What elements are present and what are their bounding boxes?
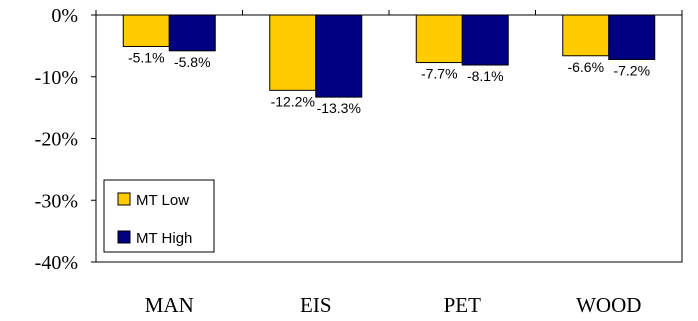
bar-mt-low bbox=[415, 14, 463, 64]
x-tick-label: PET bbox=[444, 293, 482, 317]
data-label: -7.2% bbox=[613, 62, 650, 78]
data-label: -7.7% bbox=[421, 66, 458, 82]
data-label: -8.1% bbox=[467, 68, 504, 84]
legend-label-mt-low: MT Low bbox=[136, 192, 189, 209]
bar-mt-high bbox=[608, 14, 656, 60]
bar-mt-low bbox=[269, 14, 317, 91]
bar-mt-low bbox=[122, 14, 170, 47]
data-label: -6.6% bbox=[567, 59, 604, 75]
bar-mt-high bbox=[461, 14, 509, 66]
y-tick-label: -30% bbox=[35, 190, 78, 212]
data-label: -13.3% bbox=[317, 100, 361, 116]
bar-mt-low bbox=[562, 14, 610, 57]
legend-swatch-mt-high bbox=[117, 230, 131, 244]
bars bbox=[122, 14, 656, 98]
y-tick-label: -10% bbox=[35, 67, 78, 89]
y-tick-label: -20% bbox=[35, 129, 78, 151]
x-tick-label: WOOD bbox=[576, 293, 641, 317]
y-tick-label: 0% bbox=[51, 5, 78, 27]
legend: MT Low MT High bbox=[103, 179, 215, 253]
legend-swatch-mt-low bbox=[117, 192, 131, 206]
legend-label-mt-high: MT High bbox=[136, 230, 192, 247]
data-label: -5.8% bbox=[174, 54, 211, 70]
y-tick-label: -40% bbox=[35, 252, 78, 274]
x-tick-label: EIS bbox=[300, 293, 332, 317]
data-label: -5.1% bbox=[128, 49, 165, 65]
bar-mt-high bbox=[168, 14, 216, 52]
x-tick-label: MAN bbox=[145, 293, 194, 317]
bar-mt-high bbox=[315, 14, 363, 98]
y-axis: 0% -10% -20% -30% -40% bbox=[35, 5, 96, 274]
data-label: -12.2% bbox=[271, 93, 315, 109]
data-labels: -5.1% -12.2% -7.7% -6.6% -5.8% -13.3% -8.1% -7.… bbox=[128, 49, 650, 116]
x-axis: MAN EIS PET WOOD bbox=[95, 10, 683, 317]
